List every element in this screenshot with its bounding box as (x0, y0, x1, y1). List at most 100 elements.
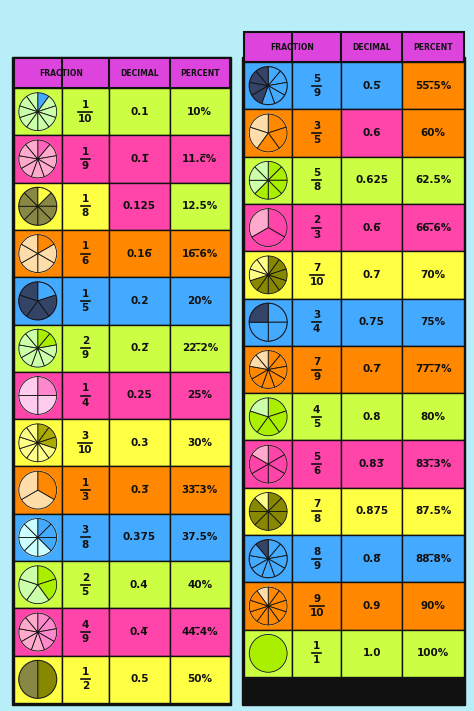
Bar (292, 440, 341, 488)
Circle shape (19, 424, 57, 461)
Wedge shape (38, 159, 54, 177)
Wedge shape (38, 524, 57, 538)
Wedge shape (20, 282, 38, 301)
Wedge shape (38, 92, 49, 112)
Bar (402, 440, 464, 488)
Bar (341, 62, 402, 109)
Text: 5: 5 (313, 452, 320, 462)
Text: 7: 7 (313, 499, 320, 509)
Text: 2: 2 (313, 215, 320, 225)
Wedge shape (268, 498, 287, 511)
Text: 80%: 80% (421, 412, 446, 422)
Wedge shape (19, 193, 38, 206)
Text: 60%: 60% (421, 128, 446, 138)
Text: 83.̅3%: 83.̅3% (415, 459, 451, 469)
Bar (243, 56, 465, 705)
Wedge shape (268, 256, 279, 275)
Wedge shape (21, 348, 38, 366)
Wedge shape (249, 304, 268, 322)
Bar (14, 561, 62, 609)
Bar (170, 183, 230, 230)
Text: 5: 5 (82, 587, 89, 597)
Bar (170, 277, 230, 324)
Circle shape (19, 613, 57, 651)
Wedge shape (249, 555, 268, 568)
Wedge shape (268, 71, 287, 85)
Bar (402, 299, 464, 346)
Wedge shape (24, 187, 38, 206)
Text: 10: 10 (78, 114, 92, 124)
Wedge shape (250, 275, 268, 290)
Text: 0.1: 0.1 (130, 107, 148, 117)
Wedge shape (268, 114, 286, 133)
Bar (244, 109, 292, 156)
Wedge shape (268, 67, 280, 85)
Wedge shape (38, 156, 57, 169)
Wedge shape (19, 538, 38, 551)
Bar (109, 88, 170, 135)
Text: 5: 5 (313, 135, 320, 145)
Bar (62, 88, 109, 135)
Text: 30%: 30% (187, 438, 212, 448)
Wedge shape (19, 629, 38, 641)
Circle shape (19, 661, 57, 698)
Text: DECIMAL: DECIMAL (120, 68, 159, 77)
Circle shape (19, 140, 57, 178)
Bar (244, 156, 292, 204)
Text: 90%: 90% (421, 601, 446, 611)
Wedge shape (268, 275, 286, 290)
Wedge shape (27, 424, 38, 443)
Bar (292, 630, 341, 677)
Circle shape (249, 493, 287, 530)
Wedge shape (24, 538, 38, 556)
Wedge shape (268, 269, 287, 281)
Text: FRACTION: FRACTION (40, 68, 83, 77)
Bar (341, 393, 402, 440)
Text: 10: 10 (310, 608, 324, 618)
Circle shape (249, 398, 287, 436)
Wedge shape (19, 106, 38, 117)
Wedge shape (21, 632, 38, 650)
Text: 1: 1 (82, 100, 89, 109)
Wedge shape (38, 112, 49, 131)
Wedge shape (38, 443, 49, 461)
Text: 1: 1 (313, 641, 320, 651)
Bar (244, 204, 292, 251)
Text: 3: 3 (313, 121, 320, 131)
Bar (341, 299, 402, 346)
Wedge shape (268, 85, 284, 103)
Bar (292, 535, 341, 582)
Text: 12.5%: 12.5% (182, 201, 218, 211)
Wedge shape (268, 591, 286, 606)
Wedge shape (19, 206, 38, 220)
Text: 4: 4 (82, 397, 89, 407)
Wedge shape (268, 540, 280, 559)
Wedge shape (27, 443, 38, 461)
Wedge shape (38, 333, 56, 348)
Circle shape (249, 634, 287, 673)
Bar (292, 204, 341, 251)
Bar (62, 514, 109, 561)
Bar (402, 109, 464, 156)
Wedge shape (250, 606, 268, 621)
Wedge shape (268, 355, 287, 370)
Text: 0.2: 0.2 (130, 296, 148, 306)
Wedge shape (21, 254, 38, 272)
Bar (170, 466, 230, 514)
Text: 44.̅4%: 44.̅4% (182, 627, 218, 637)
Text: 0.3̅: 0.3̅ (130, 485, 148, 495)
Wedge shape (38, 443, 56, 458)
Wedge shape (38, 424, 49, 443)
Wedge shape (257, 256, 268, 275)
Text: 0.5: 0.5 (130, 674, 148, 685)
Text: 70%: 70% (420, 270, 446, 280)
Wedge shape (255, 493, 268, 511)
Text: 25%: 25% (187, 390, 212, 400)
Wedge shape (257, 417, 279, 436)
Text: 4: 4 (82, 620, 89, 630)
Text: 3: 3 (82, 525, 89, 535)
Text: 2: 2 (82, 572, 89, 582)
Wedge shape (268, 411, 287, 432)
Wedge shape (256, 540, 268, 559)
Wedge shape (250, 260, 268, 275)
